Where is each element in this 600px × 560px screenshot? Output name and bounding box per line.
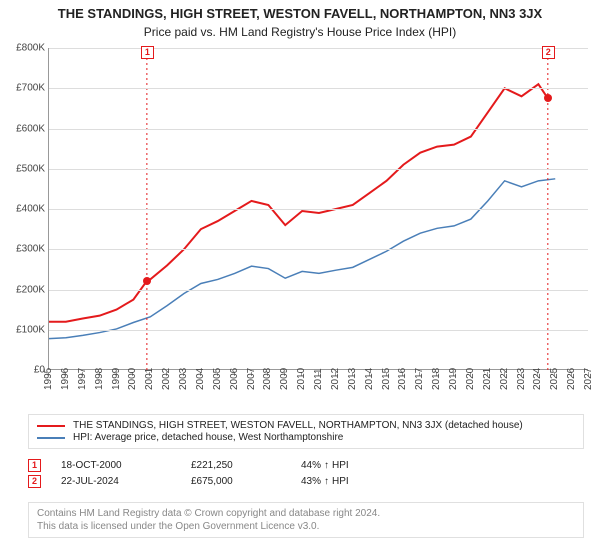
- sale-row-1: 1 18-OCT-2000 £221,250 44% ↑ HPI: [28, 459, 584, 472]
- x-axis-label: 2015: [381, 368, 392, 390]
- x-axis-label: 2012: [330, 368, 341, 390]
- x-axis-label: 2017: [414, 368, 425, 390]
- y-axis-label: £200K: [16, 284, 45, 295]
- x-axis-label: 2026: [566, 368, 577, 390]
- x-axis-label: 2013: [347, 368, 358, 390]
- arrow-up-icon: ↑: [324, 476, 329, 487]
- y-axis-label: £500K: [16, 163, 45, 174]
- y-axis-label: £400K: [16, 204, 45, 215]
- sale-date-2: 22-JUL-2024: [61, 476, 191, 487]
- x-axis-label: 2010: [296, 368, 307, 390]
- title-line2: Price paid vs. HM Land Registry's House …: [0, 25, 600, 39]
- legend-swatch-hpi: [37, 437, 65, 439]
- x-axis-label: 2001: [144, 368, 155, 390]
- x-axis-label: 2020: [465, 368, 476, 390]
- title-block: THE STANDINGS, HIGH STREET, WESTON FAVEL…: [0, 0, 600, 39]
- x-axis-label: 2018: [431, 368, 442, 390]
- footer-line1: Contains HM Land Registry data © Crown c…: [37, 507, 575, 520]
- sale-row-2: 2 22-JUL-2024 £675,000 43% ↑ HPI: [28, 475, 584, 488]
- x-axis-label: 2021: [482, 368, 493, 390]
- y-axis-label: £100K: [16, 324, 45, 335]
- legend: THE STANDINGS, HIGH STREET, WESTON FAVEL…: [28, 414, 584, 449]
- x-axis-label: 1996: [60, 368, 71, 390]
- x-axis-label: 2004: [195, 368, 206, 390]
- y-axis-label: £600K: [16, 123, 45, 134]
- legend-item-hpi: HPI: Average price, detached house, West…: [37, 432, 575, 443]
- sale-marker-2: 2: [28, 475, 41, 488]
- event-marker-1: 1: [141, 46, 154, 59]
- x-axis-label: 2003: [178, 368, 189, 390]
- y-axis-label: £700K: [16, 83, 45, 94]
- event-point-2: [544, 94, 552, 102]
- x-axis-label: 2027: [583, 368, 594, 390]
- footer-line2: This data is licensed under the Open Gov…: [37, 520, 575, 533]
- legend-swatch-property: [37, 425, 65, 427]
- x-axis-label: 2023: [516, 368, 527, 390]
- chart-container: THE STANDINGS, HIGH STREET, WESTON FAVEL…: [0, 0, 600, 560]
- x-axis-label: 2011: [313, 368, 324, 390]
- legend-label-hpi: HPI: Average price, detached house, West…: [73, 432, 343, 443]
- series-line-hpi: [49, 179, 555, 339]
- x-axis-label: 2000: [127, 368, 138, 390]
- x-axis-labels: 1995199619971998199920002001200220032004…: [48, 372, 588, 412]
- sale-price-1: £221,250: [191, 460, 301, 471]
- x-axis-label: 2016: [397, 368, 408, 390]
- x-axis-label: 2006: [229, 368, 240, 390]
- x-axis-label: 2019: [448, 368, 459, 390]
- footer: Contains HM Land Registry data © Crown c…: [28, 502, 584, 538]
- x-axis-label: 2007: [246, 368, 257, 390]
- x-axis-label: 2022: [499, 368, 510, 390]
- x-axis-label: 1998: [94, 368, 105, 390]
- event-marker-2: 2: [542, 46, 555, 59]
- x-axis-label: 2024: [532, 368, 543, 390]
- x-axis-label: 2002: [161, 368, 172, 390]
- sale-date-1: 18-OCT-2000: [61, 460, 191, 471]
- x-axis-label: 1999: [111, 368, 122, 390]
- chart-plot-area: £0£100K£200K£300K£400K£500K£600K£700K£80…: [48, 48, 588, 370]
- arrow-up-icon: ↑: [324, 460, 329, 471]
- x-axis-label: 1995: [43, 368, 54, 390]
- series-line-property: [49, 84, 548, 321]
- y-axis-label: £300K: [16, 244, 45, 255]
- event-point-1: [143, 277, 151, 285]
- x-axis-label: 2005: [212, 368, 223, 390]
- x-axis-label: 2014: [364, 368, 375, 390]
- x-axis-label: 2008: [262, 368, 273, 390]
- title-line1: THE STANDINGS, HIGH STREET, WESTON FAVEL…: [0, 6, 600, 21]
- legend-label-property: THE STANDINGS, HIGH STREET, WESTON FAVEL…: [73, 420, 523, 431]
- sale-price-2: £675,000: [191, 476, 301, 487]
- x-axis-label: 1997: [77, 368, 88, 390]
- sale-marker-1: 1: [28, 459, 41, 472]
- x-axis-label: 2009: [279, 368, 290, 390]
- y-axis-label: £800K: [16, 43, 45, 54]
- sale-diff-2: 43% ↑ HPI: [301, 476, 401, 487]
- sale-diff-1: 44% ↑ HPI: [301, 460, 401, 471]
- legend-item-property: THE STANDINGS, HIGH STREET, WESTON FAVEL…: [37, 420, 575, 431]
- x-axis-label: 2025: [549, 368, 560, 390]
- sales-table: 1 18-OCT-2000 £221,250 44% ↑ HPI 2 22-JU…: [28, 456, 584, 491]
